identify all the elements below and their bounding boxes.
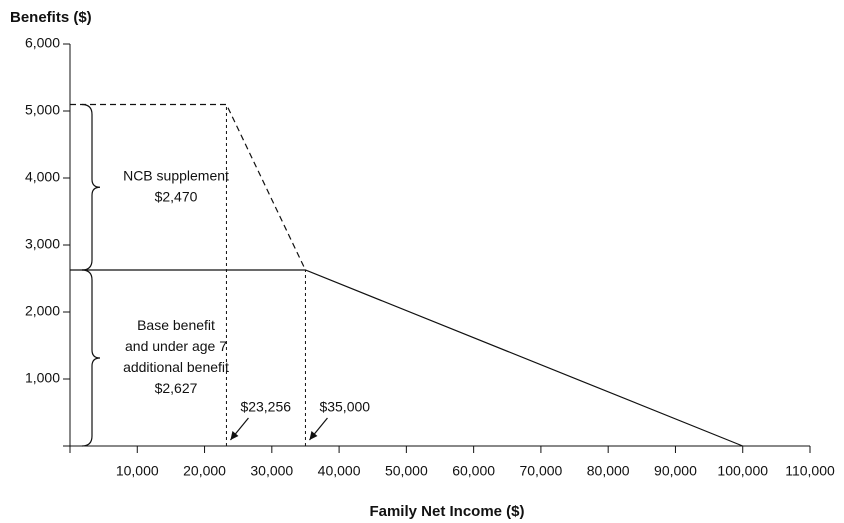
x-tick-label: 10,000 — [116, 463, 159, 479]
x-tick-label: 90,000 — [654, 463, 697, 479]
annotation: and under age 7 — [125, 338, 227, 354]
y-tick-label: 2,000 — [25, 303, 60, 319]
y-tick-label: 5,000 — [25, 102, 60, 118]
reference-label: $23,256 — [240, 399, 291, 415]
arrow-head — [309, 431, 318, 440]
line — [70, 269, 743, 447]
y-tick-label: 6,000 — [25, 35, 60, 51]
y-axis-title: Benefits ($) — [10, 9, 92, 26]
arrow-head — [230, 431, 239, 440]
y-tick-label: 4,000 — [25, 169, 60, 185]
brace — [81, 269, 101, 447]
x-tick-label: 80,000 — [587, 463, 630, 479]
line — [70, 103, 306, 271]
annotation: $2,470 — [155, 188, 198, 204]
x-tick-label: 60,000 — [452, 463, 495, 479]
y-tick-label: 1,000 — [25, 370, 60, 386]
x-tick-label: 30,000 — [250, 463, 293, 479]
x-tick-label: 100,000 — [717, 463, 768, 479]
x-tick-label: 70,000 — [519, 463, 562, 479]
annotation: Base benefit — [137, 317, 215, 333]
annotation: NCB supplement — [123, 167, 229, 183]
x-tick-label: 20,000 — [183, 463, 226, 479]
annotation: additional benefit — [123, 359, 229, 375]
x-axis-title: Family Net Income ($) — [369, 503, 524, 520]
x-tick-label: 40,000 — [318, 463, 361, 479]
x-tick-label: 50,000 — [385, 463, 428, 479]
reference-label: $35,000 — [319, 399, 370, 415]
x-tick-label: 110,000 — [785, 463, 835, 479]
y-tick-label: 3,000 — [25, 236, 60, 252]
annotation: $2,627 — [155, 380, 198, 396]
brace — [81, 103, 101, 271]
